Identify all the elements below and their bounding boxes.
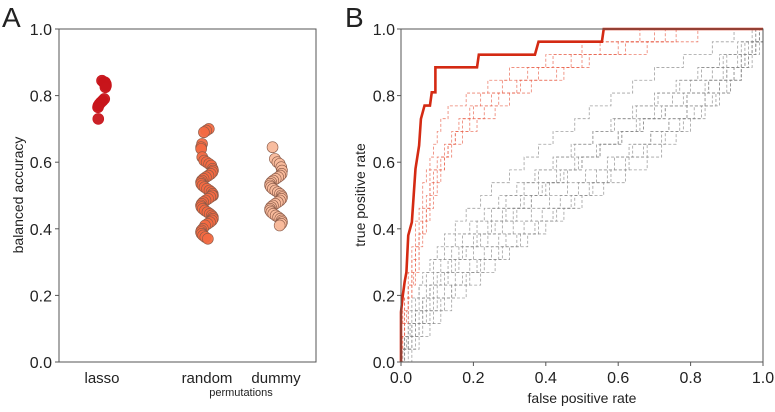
point-random bbox=[202, 232, 214, 245]
roc-curve-cv-fold bbox=[400, 28, 764, 362]
panel-a-frame bbox=[58, 28, 317, 363]
point-lasso bbox=[92, 101, 104, 114]
point-dummy bbox=[273, 219, 286, 232]
roc-curve-permutation bbox=[401, 28, 764, 363]
x-category-label: dummy bbox=[251, 370, 301, 387]
x-tick-label: 1.0 bbox=[752, 370, 774, 387]
x-tick-label: 0.4 bbox=[535, 370, 557, 387]
panel-b-label: B bbox=[345, 2, 364, 33]
y-tick-label: 0.6 bbox=[30, 155, 52, 172]
x-tick-label: 0.8 bbox=[679, 370, 701, 387]
point-lasso bbox=[99, 81, 112, 94]
y-tick-label: 1.0 bbox=[373, 22, 395, 39]
x-tick-label: 0.2 bbox=[462, 370, 484, 387]
x-category-label: random bbox=[182, 370, 233, 387]
x-category-label: lasso bbox=[84, 370, 119, 387]
y-tick-label: 1.0 bbox=[30, 22, 52, 39]
x-tick-label: 0.6 bbox=[607, 370, 629, 387]
roc-curve-permutation bbox=[401, 29, 764, 363]
y-tick-label: 0.4 bbox=[373, 222, 395, 239]
panel-b-frame bbox=[400, 28, 764, 363]
roc-curve-permutation bbox=[400, 28, 764, 362]
x-tick-label: 0.0 bbox=[390, 370, 412, 387]
panel-a-ylabel: balanced accuracy bbox=[10, 137, 26, 254]
roc-curve-permutation bbox=[400, 28, 764, 362]
y-tick-label: 0.2 bbox=[373, 288, 395, 305]
panel-b-xlabel: false positive rate bbox=[528, 390, 637, 406]
panel-a-xlabel-sub: permutations bbox=[209, 387, 273, 399]
point-lasso bbox=[92, 113, 105, 125]
y-tick-label: 0.0 bbox=[30, 355, 52, 372]
y-tick-label: 0.6 bbox=[373, 155, 395, 172]
point-dummy bbox=[266, 141, 279, 154]
roc-curve-cv-fold bbox=[400, 28, 764, 362]
y-tick-label: 0.4 bbox=[30, 222, 52, 239]
y-tick-label: 0.2 bbox=[30, 288, 52, 305]
roc-curve-permutation bbox=[401, 28, 764, 363]
y-tick-label: 0.0 bbox=[373, 355, 395, 372]
panel-b-ylabel: true positive rate bbox=[352, 143, 368, 247]
y-tick-label: 0.8 bbox=[30, 89, 52, 106]
point-random bbox=[198, 126, 210, 139]
panel-a-label: A bbox=[2, 2, 21, 33]
roc-curve-main bbox=[399, 27, 763, 362]
y-tick-label: 0.8 bbox=[373, 89, 395, 106]
